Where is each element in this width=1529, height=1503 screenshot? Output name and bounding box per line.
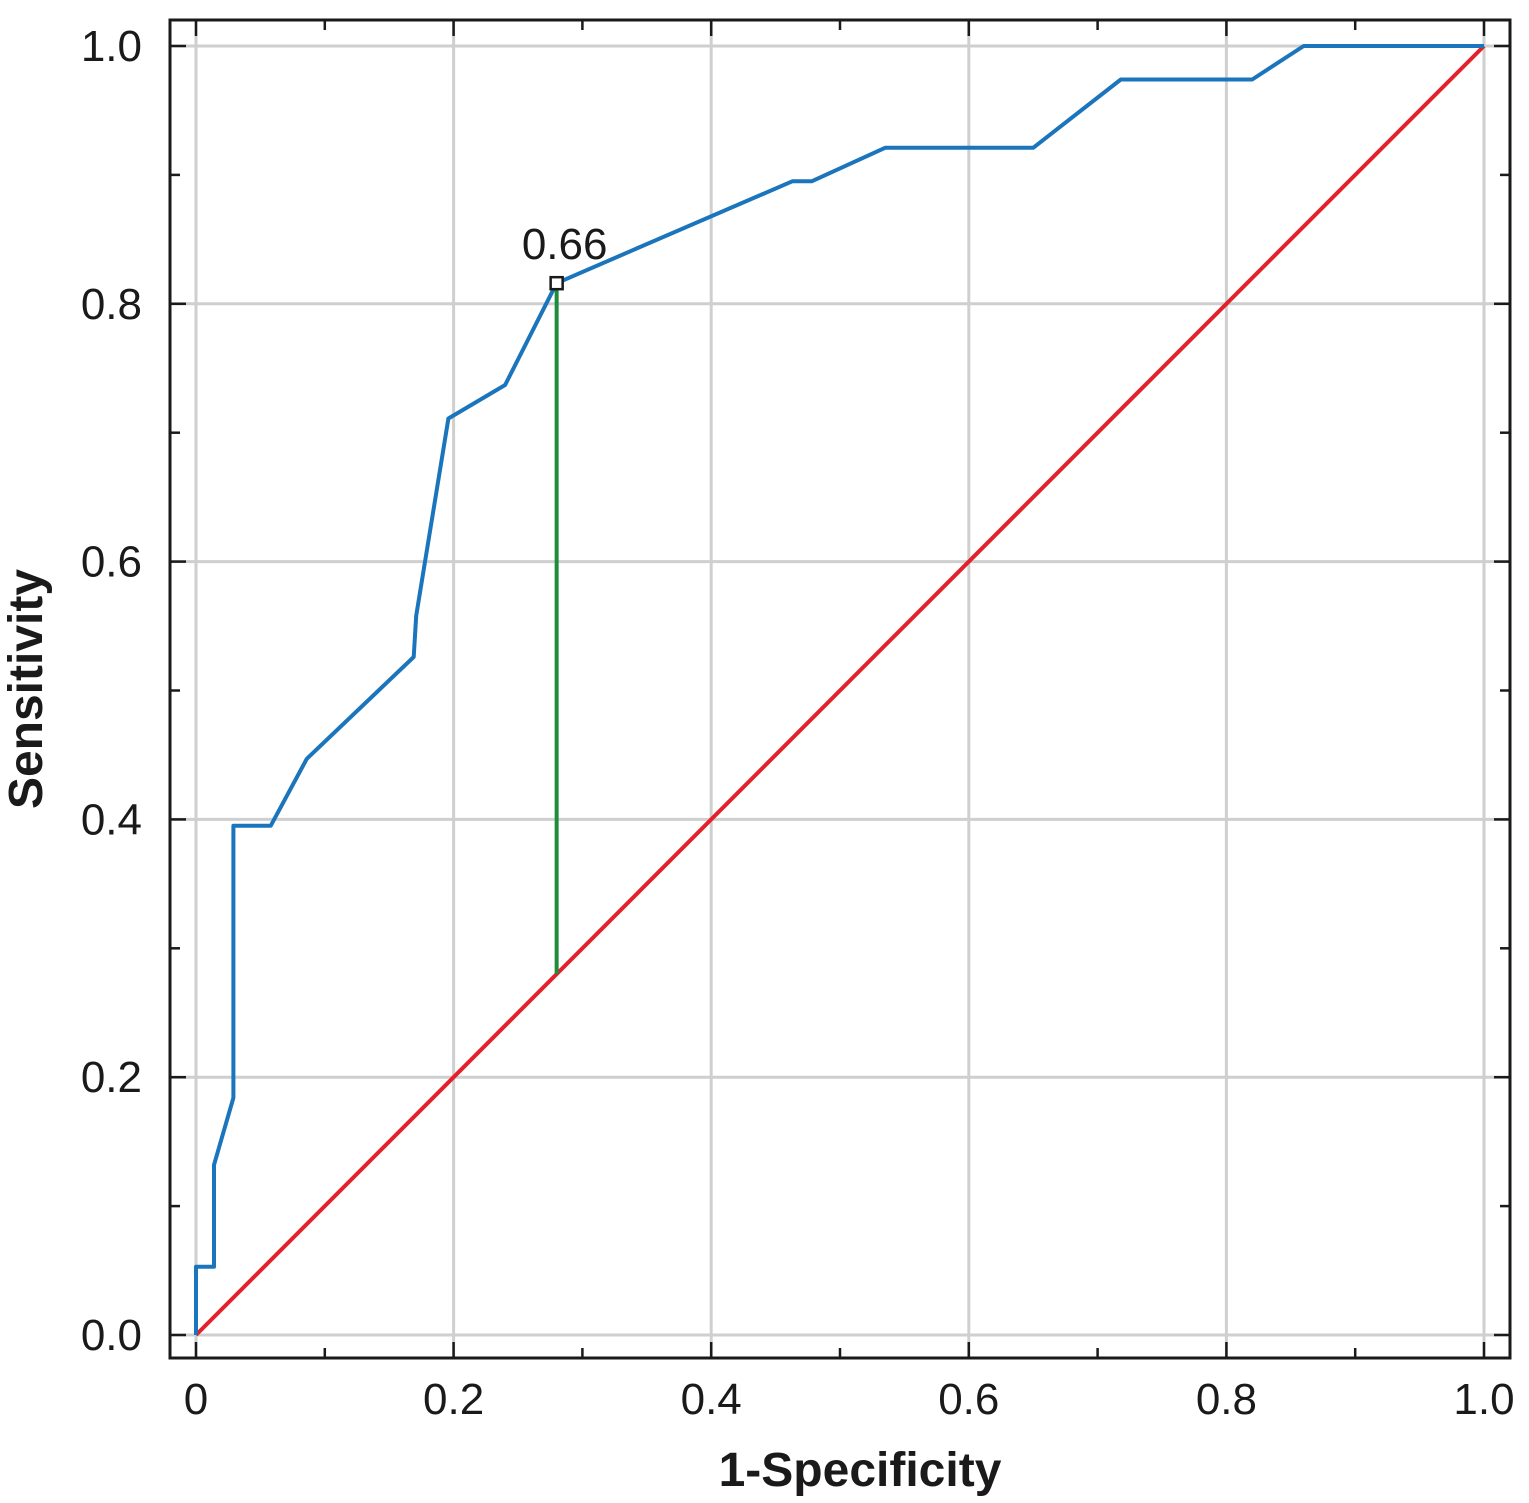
axis-ticks	[170, 20, 1510, 1358]
reference-diagonal-line	[194, 44, 1486, 1337]
x-tick-label-3: 0.6	[938, 1375, 999, 1424]
x-tick-label-2: 0.4	[681, 1375, 742, 1424]
tick-labels: 0 0.2 0.4 0.6 0.8 1.0 0.0 0.2 0.4 0.6 0.8 1.0	[81, 22, 1515, 1424]
y-tick-label-1: 0.2	[81, 1053, 142, 1102]
y-tick-label-5: 1.0	[81, 22, 142, 71]
y-tick-label-4: 0.8	[81, 280, 142, 329]
x-tick-label-5: 1.0	[1453, 1375, 1514, 1424]
grid	[170, 20, 1510, 1358]
x-tick-label-0: 0	[184, 1375, 208, 1424]
y-tick-label-2: 0.4	[81, 795, 142, 844]
annotations: 0.66	[522, 220, 608, 975]
y-axis-title: Sensitivity	[0, 569, 53, 809]
series-lines	[194, 44, 1486, 1337]
cutoff-marker	[549, 275, 564, 291]
x-tick-label-1: 0.2	[423, 1375, 484, 1424]
x-tick-label-4: 0.8	[1196, 1375, 1257, 1424]
x-axis-title: 1-Specificity	[719, 1444, 1002, 1497]
cutoff-label: 0.66	[522, 220, 608, 269]
roc-curve-line	[194, 44, 1484, 1335]
y-tick-label-0: 0.0	[81, 1311, 142, 1360]
y-tick-label-3: 0.6	[81, 538, 142, 587]
